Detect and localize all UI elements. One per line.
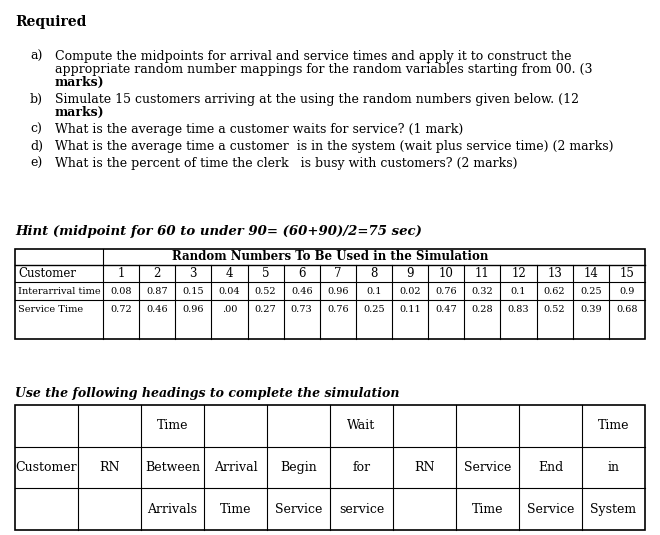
Text: System: System (591, 503, 636, 516)
Text: 6: 6 (298, 267, 306, 280)
Text: 0.1: 0.1 (366, 287, 381, 295)
Text: 0.46: 0.46 (147, 304, 168, 314)
Text: Service: Service (527, 503, 574, 516)
Text: 0.15: 0.15 (183, 287, 204, 295)
Text: service: service (339, 503, 384, 516)
Text: Wait: Wait (347, 419, 376, 432)
Text: 0.87: 0.87 (147, 287, 168, 295)
Text: Time: Time (157, 419, 188, 432)
Text: 0.46: 0.46 (291, 287, 313, 295)
Text: d): d) (30, 140, 43, 153)
Text: 0.96: 0.96 (183, 304, 204, 314)
Text: 8: 8 (370, 267, 378, 280)
Text: Simulate 15 customers arriving at the using the random numbers given below. (12: Simulate 15 customers arriving at the us… (55, 93, 579, 106)
Text: 5: 5 (262, 267, 269, 280)
Text: Arrival: Arrival (214, 461, 257, 474)
Text: in: in (607, 461, 620, 474)
Text: Customer: Customer (18, 267, 76, 280)
Text: What is the percent of time the clerk   is busy with customers? (2 marks): What is the percent of time the clerk is… (55, 157, 517, 170)
Text: Interarrival time: Interarrival time (18, 287, 100, 295)
Bar (15, 249, 645, 339)
Text: 0.25: 0.25 (580, 287, 602, 295)
Text: appropriate random number mappings for the random variables starting from 00. (3: appropriate random number mappings for t… (55, 63, 593, 76)
Text: 0.08: 0.08 (110, 287, 132, 295)
Text: What is the average time a customer  is in the system (wait plus service time) (: What is the average time a customer is i… (55, 140, 614, 153)
Text: 0.32: 0.32 (471, 287, 493, 295)
Text: 14: 14 (583, 267, 598, 280)
Text: 13: 13 (547, 267, 562, 280)
Text: 0.68: 0.68 (616, 304, 638, 314)
Text: 0.28: 0.28 (472, 304, 493, 314)
Text: 3: 3 (189, 267, 197, 280)
Text: 0.02: 0.02 (399, 287, 421, 295)
Text: 0.25: 0.25 (363, 304, 385, 314)
Text: RN: RN (99, 461, 119, 474)
Text: What is the average time a customer waits for service? (1 mark): What is the average time a customer wait… (55, 123, 463, 136)
Text: Use the following headings to complete the simulation: Use the following headings to complete t… (15, 387, 399, 400)
Text: 4: 4 (226, 267, 233, 280)
Text: Compute the midpoints for arrival and service times and apply it to construct th: Compute the midpoints for arrival and se… (55, 50, 572, 63)
Text: 0.72: 0.72 (110, 304, 132, 314)
Text: Time: Time (472, 503, 503, 516)
Text: Between: Between (145, 461, 200, 474)
Text: for: for (352, 461, 370, 474)
Text: Required: Required (15, 15, 86, 29)
Text: Service: Service (275, 503, 322, 516)
Text: 0.73: 0.73 (291, 304, 313, 314)
Text: marks): marks) (55, 106, 105, 119)
Text: 12: 12 (511, 267, 526, 280)
Text: marks): marks) (55, 76, 105, 89)
Text: Service Time: Service Time (18, 304, 83, 314)
Text: 10: 10 (439, 267, 453, 280)
Text: Time: Time (598, 419, 629, 432)
Text: Random Numbers To Be Used in the Simulation: Random Numbers To Be Used in the Simulat… (172, 250, 488, 264)
Text: c): c) (30, 123, 42, 136)
Text: 2: 2 (154, 267, 161, 280)
Text: e): e) (30, 157, 42, 170)
Text: 0.62: 0.62 (544, 287, 566, 295)
Text: Arrivals: Arrivals (147, 503, 197, 516)
Text: Service: Service (464, 461, 512, 474)
Text: 0.96: 0.96 (327, 287, 348, 295)
Text: 0.47: 0.47 (436, 304, 457, 314)
Text: a): a) (30, 50, 42, 63)
Text: 0.76: 0.76 (327, 304, 348, 314)
Text: 0.9: 0.9 (619, 287, 635, 295)
Bar (15, 405, 645, 530)
Text: 0.39: 0.39 (580, 304, 602, 314)
Text: Time: Time (220, 503, 251, 516)
Text: 0.76: 0.76 (436, 287, 457, 295)
Text: End: End (538, 461, 563, 474)
Text: 9: 9 (407, 267, 414, 280)
Text: 7: 7 (334, 267, 342, 280)
Text: 0.04: 0.04 (218, 287, 240, 295)
Text: .00: .00 (222, 304, 237, 314)
Text: Begin: Begin (280, 461, 317, 474)
Text: 0.83: 0.83 (508, 304, 529, 314)
Text: 0.52: 0.52 (544, 304, 566, 314)
Text: 15: 15 (620, 267, 634, 280)
Text: Hint (midpoint for 60 to under 90= (60+90)/2=75 sec): Hint (midpoint for 60 to under 90= (60+9… (15, 225, 422, 238)
Text: 0.11: 0.11 (399, 304, 421, 314)
Text: 0.27: 0.27 (255, 304, 277, 314)
Text: 11: 11 (475, 267, 490, 280)
Text: 0.1: 0.1 (511, 287, 526, 295)
Text: 1: 1 (117, 267, 125, 280)
Text: RN: RN (414, 461, 435, 474)
Text: 0.52: 0.52 (255, 287, 277, 295)
Text: Customer: Customer (16, 461, 77, 474)
Text: b): b) (30, 93, 43, 106)
